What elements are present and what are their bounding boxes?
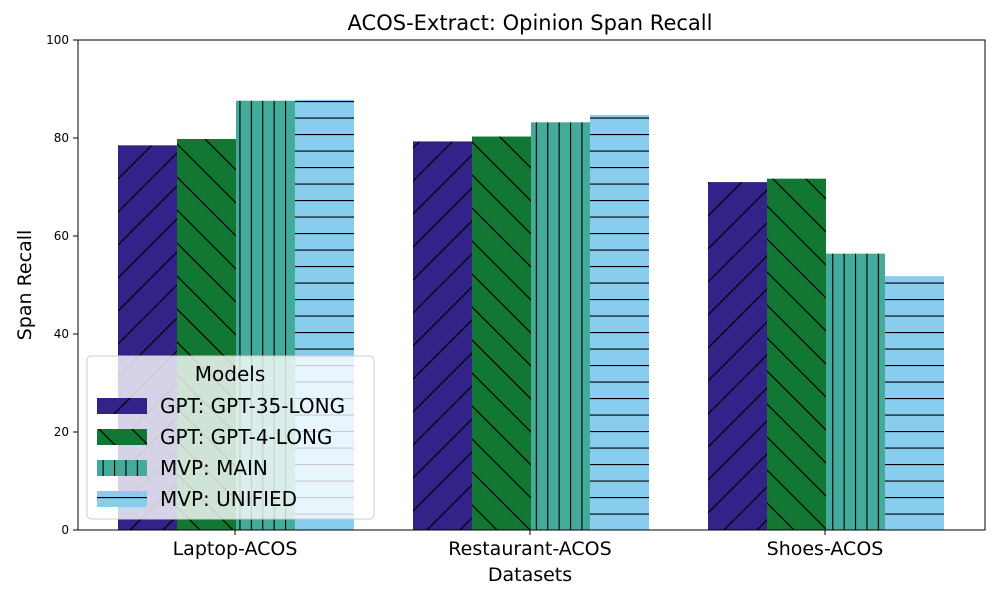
y-tick-label: 0 (61, 523, 69, 537)
y-tick-label: 80 (54, 131, 69, 145)
y-tick-label: 20 (54, 425, 69, 439)
y-tick-label: 40 (54, 327, 69, 341)
legend-title: Models (195, 362, 265, 386)
y-tick-label: 100 (46, 33, 69, 47)
legend-label: GPT: GPT-4-LONG (160, 425, 332, 449)
legend-label: GPT: GPT-35-LONG (160, 394, 345, 418)
y-axis-ticks: 0 20 40 60 80 100 (46, 33, 78, 537)
legend: Models GPT: GPT-35-LONG GPT: GPT-4-LONG MV… (86, 355, 375, 520)
plot-frame (77, 39, 986, 531)
chart-title: ACOS-Extract: Opinion Span Recall (348, 11, 713, 35)
x-tick-label: Restaurant-ACOS (448, 538, 611, 560)
x-tick-label: Laptop-ACOS (173, 538, 298, 560)
legend-label: MVP: MAIN (160, 456, 268, 480)
bar-restaurant-acos-series-3 (531, 122, 590, 530)
bar-shoes-acos-series-4 (885, 276, 944, 530)
x-tick-label: Shoes-ACOS (767, 538, 884, 560)
bar-restaurant-acos-series-2 (472, 136, 531, 530)
y-tick-label: 60 (54, 229, 69, 243)
legend-swatch (97, 460, 147, 476)
bar-restaurant-acos-series-4 (590, 114, 649, 530)
bars-layer (118, 99, 944, 531)
bar-restaurant-acos-series-1 (413, 141, 472, 530)
bar-shoes-acos-series-2 (767, 178, 826, 531)
x-axis-title: Datasets (488, 564, 572, 586)
legend-swatch (97, 429, 147, 445)
bar-shoes-acos-series-1 (708, 182, 767, 530)
y-axis-title: Span Recall (14, 230, 36, 341)
legend-box (86, 355, 375, 520)
legend-swatch (97, 491, 147, 507)
x-axis-ticks: Laptop-ACOS Restaurant-ACOS Shoes-ACOS (173, 530, 884, 560)
bar-shoes-acos-series-3 (826, 253, 885, 530)
legend-label: MVP: UNIFIED (160, 487, 297, 511)
legend-swatch (97, 398, 147, 414)
